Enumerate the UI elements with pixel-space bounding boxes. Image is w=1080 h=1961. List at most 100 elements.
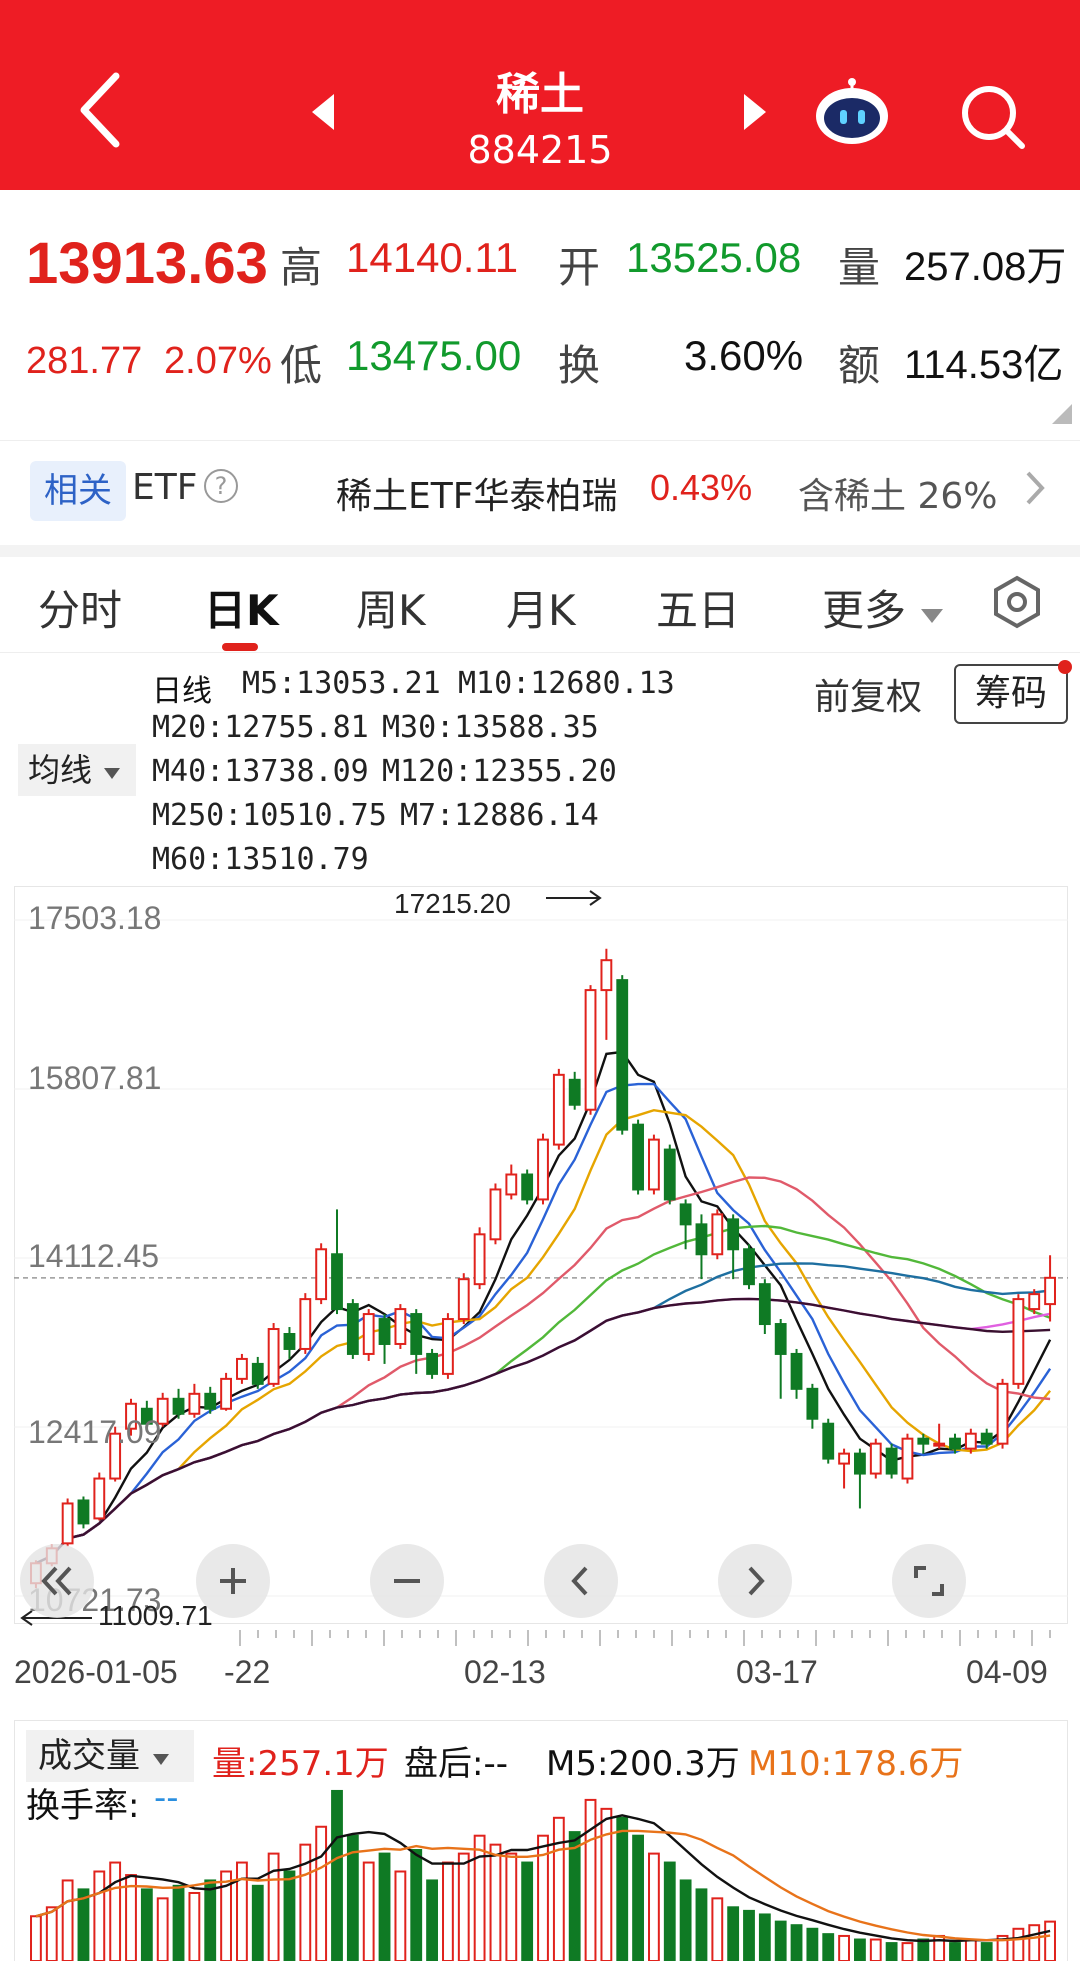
volume-bar xyxy=(188,1891,201,1961)
ma-dropdown[interactable]: 均线 xyxy=(18,744,136,796)
volume-label: 量 xyxy=(838,243,881,292)
next-stock-icon[interactable] xyxy=(740,92,770,132)
pan-left-button[interactable] xyxy=(544,1544,618,1618)
volume-bar xyxy=(774,1920,787,1961)
tab-five-day[interactable]: 五日 xyxy=(656,586,741,635)
period-tabs: 分时 日K 周K 月K 五日 更多 xyxy=(0,557,1080,653)
stock-name: 稀土 xyxy=(496,69,584,120)
chart-settings-icon[interactable] xyxy=(990,575,1044,629)
volume-value: 量:257.1万 xyxy=(212,1744,389,1784)
candle xyxy=(489,1188,502,1241)
tab-intraday[interactable]: 分时 xyxy=(38,586,123,635)
tab-monthly[interactable]: 月K xyxy=(506,586,576,635)
volume-bar xyxy=(1028,1924,1041,1961)
volume-bar xyxy=(822,1933,835,1961)
zoom-out-button[interactable] xyxy=(370,1544,444,1618)
volume-bar xyxy=(331,1789,343,1961)
y-tick-label: 15807.81 xyxy=(28,1060,162,1096)
candle xyxy=(61,1502,74,1545)
prev-stock-icon[interactable] xyxy=(308,92,338,132)
expand-corner-icon[interactable] xyxy=(1052,404,1072,424)
volume-bar xyxy=(283,1870,296,1961)
candle xyxy=(552,1073,565,1146)
volume-indicator-dropdown[interactable]: 成交量 xyxy=(26,1730,194,1782)
adjust-mode[interactable]: 前复权 xyxy=(814,677,923,718)
volume-bar xyxy=(1044,1920,1056,1961)
caret-down-icon xyxy=(152,1754,169,1765)
low-label: 低 xyxy=(280,341,323,390)
candle xyxy=(125,1402,137,1430)
help-icon[interactable]: ? xyxy=(204,469,238,503)
volume-bar xyxy=(743,1909,755,1961)
candle xyxy=(1012,1298,1025,1385)
tab-weekly[interactable]: 周K xyxy=(356,586,426,635)
volume-bar xyxy=(917,1938,930,1961)
tab-more[interactable]: 更多 xyxy=(822,577,945,638)
chevron-right-icon[interactable] xyxy=(1020,463,1050,513)
x-tick-label: -22 xyxy=(224,1654,271,1690)
legend-m60: M60:13510.79 xyxy=(152,842,369,877)
volume-bar xyxy=(45,1906,58,1961)
volume-chart[interactable] xyxy=(14,1720,1068,1961)
price-change: 281.77 xyxy=(26,340,143,382)
legend-m120: M120:12355.20 xyxy=(382,754,617,789)
tab-daily[interactable]: 日K xyxy=(204,586,279,635)
top-bar: 稀土 884215 xyxy=(0,0,1080,190)
etf-change: 0.43% xyxy=(650,467,753,508)
back-arrow-icon[interactable] xyxy=(72,70,132,150)
volume-bar xyxy=(172,1884,185,1961)
candle xyxy=(426,1352,438,1375)
tab-more-label: 更多 xyxy=(822,586,907,635)
volume-bar xyxy=(1012,1927,1025,1961)
candle xyxy=(283,1333,296,1350)
volume-bar xyxy=(125,1874,137,1961)
y-tick-label: 17503.18 xyxy=(28,900,162,936)
candle xyxy=(679,1203,692,1226)
legend-m250: M250:10510.75 xyxy=(152,798,387,833)
candle xyxy=(727,1218,740,1251)
candle xyxy=(77,1499,90,1525)
candle xyxy=(663,1148,676,1201)
candle xyxy=(885,1447,898,1475)
volume-bar xyxy=(457,1852,470,1961)
kline-chart[interactable] xyxy=(14,886,1068,1624)
candle xyxy=(394,1308,407,1345)
volume-bar xyxy=(980,1942,993,1961)
candle xyxy=(315,1248,328,1301)
volume-bar xyxy=(663,1861,676,1961)
related-etf-row[interactable]: 相关 ETF ? 稀土ETF华泰柏瑞 0.43% 含稀土 26% xyxy=(0,440,1080,545)
volume-bar xyxy=(632,1834,644,1961)
ma-dropdown-label: 均线 xyxy=(28,751,93,789)
volume-bar xyxy=(790,1924,803,1961)
candle xyxy=(964,1432,977,1450)
volume-bar xyxy=(552,1816,565,1961)
candle xyxy=(568,1078,581,1106)
volume-bar xyxy=(236,1861,248,1961)
candle xyxy=(1028,1293,1041,1311)
scroll-left-button[interactable] xyxy=(20,1544,94,1618)
search-icon[interactable] xyxy=(958,82,1028,152)
volume-bar xyxy=(410,1849,423,1961)
pan-right-button[interactable] xyxy=(718,1544,792,1618)
volume-bar xyxy=(648,1852,660,1961)
volume-bar xyxy=(489,1843,502,1961)
volume-bar xyxy=(204,1879,217,1961)
candle xyxy=(109,1432,122,1480)
chevron-left-icon xyxy=(571,1566,588,1596)
zoom-in-button[interactable] xyxy=(196,1544,270,1618)
volume-dropdown-label: 成交量 xyxy=(38,1736,140,1776)
legend-m7: M7:12886.14 xyxy=(400,798,599,833)
candle xyxy=(204,1392,217,1410)
chip-button[interactable]: 筹码 xyxy=(954,664,1068,724)
candle xyxy=(933,1442,946,1447)
fullscreen-button[interactable] xyxy=(892,1544,966,1618)
volume-m5-line xyxy=(35,1814,1051,1943)
candle xyxy=(93,1477,106,1520)
low-value: 13475.00 xyxy=(346,332,522,379)
volume-bar xyxy=(616,1816,629,1961)
ai-robot-icon[interactable] xyxy=(812,76,892,146)
active-tab-indicator xyxy=(222,643,258,651)
volume-bar xyxy=(949,1942,961,1961)
min-arrow-head xyxy=(20,1610,33,1626)
